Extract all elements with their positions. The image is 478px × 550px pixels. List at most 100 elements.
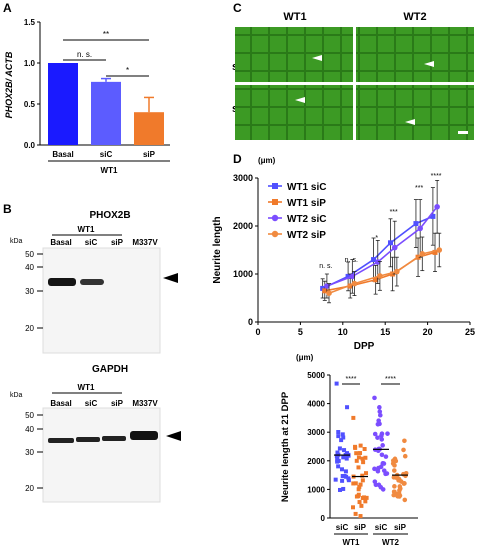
data-point [361, 460, 366, 465]
data-point [413, 221, 419, 227]
data-point [383, 454, 389, 459]
xlabel-d-top: DPP [354, 341, 375, 352]
x-tick-label: 0 [255, 327, 260, 337]
kda-marker-label: 50 [25, 411, 34, 420]
data-point [401, 447, 406, 453]
data-point [372, 395, 377, 401]
y-tick-label: 1000 [307, 485, 325, 494]
data-point [377, 409, 383, 414]
panel-label-d: D [233, 152, 242, 166]
data-point [392, 484, 397, 489]
lane-label: M337V [132, 399, 158, 408]
lane-label: M337V [132, 238, 158, 247]
data-point [401, 471, 406, 477]
legend-label: WT2 siC [287, 214, 326, 225]
data-point [344, 456, 349, 461]
blot-image-phox2b [42, 247, 161, 354]
data-point [392, 468, 397, 473]
unit-label-d-bottom: (μm) [296, 353, 314, 362]
data-point [343, 469, 348, 474]
series-line [328, 249, 440, 294]
data-point [354, 451, 359, 456]
band-phox2b-sic [80, 279, 104, 285]
arrowhead-icon [405, 119, 415, 125]
scatter-chart-d: (μm) Neurite length at 21 DPP 0 1000 2000 3… [280, 353, 418, 547]
legend-marker [272, 199, 278, 205]
arrowhead-icon [312, 55, 322, 61]
x-tick-label: 10 [338, 327, 348, 337]
y-tick-label: 0.0 [24, 141, 36, 150]
group-label-a: WT1 [101, 166, 118, 175]
data-point [349, 273, 356, 280]
ylabel-d-top: Neurite length [212, 216, 223, 283]
legend-marker [271, 230, 279, 238]
data-point [371, 257, 377, 263]
data-point [326, 290, 332, 297]
arrowhead-icon [163, 273, 178, 283]
y-tick-label: 1000 [233, 269, 253, 279]
micrograph-grid: WT1 WT2 siC siP [232, 11, 474, 140]
data-point [360, 478, 365, 483]
data-point [377, 405, 382, 410]
blot-gapdh: GAPDH kDa WT1 Basal siC siP M337V 50 40 30 20 [10, 364, 181, 503]
data-point [341, 455, 346, 460]
data-point [346, 478, 351, 483]
data-point [324, 283, 330, 289]
data-point [363, 455, 368, 460]
data-point [402, 453, 408, 459]
significance-label: *** [390, 209, 398, 216]
y-tick-label: 2000 [233, 221, 253, 231]
data-point [394, 268, 400, 275]
lane-label: Basal [50, 238, 71, 247]
data-point [397, 494, 402, 499]
data-point [430, 213, 436, 219]
significance-label: ** [103, 30, 109, 39]
data-point [341, 435, 346, 440]
x-tick-label: siC [375, 523, 388, 532]
ylabel-a: PHOX2B/ ACTB [4, 51, 14, 118]
y-tick-label: 1.0 [24, 59, 36, 68]
data-point [351, 505, 356, 510]
data-point [336, 464, 341, 469]
x-tick-label: 20 [423, 327, 433, 337]
panel-label-c: C [233, 1, 242, 15]
data-point [377, 273, 383, 279]
series-line [326, 206, 438, 287]
blot-group-label: WT1 [78, 383, 95, 392]
data-point [364, 471, 369, 476]
data-point [322, 288, 328, 294]
micrograph-wt2-sic [356, 27, 474, 82]
x-tick-label: 5 [298, 327, 303, 337]
data-point [333, 477, 338, 482]
data-point [391, 244, 398, 251]
micrograph-wt2-sip [356, 85, 474, 140]
data-point [356, 487, 361, 492]
significance-label: * [375, 235, 378, 242]
data-point [359, 503, 364, 508]
band-gapdh-m337v [130, 431, 158, 440]
arrowhead-icon [424, 61, 434, 67]
data-point [344, 474, 349, 479]
panel-label-b: B [3, 202, 12, 216]
data-point [393, 458, 399, 464]
x-tick-label: siP [143, 150, 156, 159]
group-label: WT1 [343, 538, 360, 547]
arrowhead-icon [295, 97, 305, 103]
data-point [362, 446, 367, 451]
y-tick-label: 3000 [307, 428, 325, 437]
data-point [379, 433, 384, 439]
unit-label-d-top: (μm) [258, 156, 276, 165]
kda-marker-label: 20 [25, 484, 34, 493]
x-tick-label: siC [336, 523, 349, 532]
y-tick-label: 0 [321, 514, 326, 523]
data-point [376, 465, 381, 471]
data-point [345, 273, 351, 279]
blot-group-label: WT1 [78, 225, 95, 234]
x-tick-label: 15 [380, 327, 390, 337]
data-point [356, 492, 361, 497]
data-point [353, 511, 358, 516]
data-point [392, 489, 397, 495]
data-point [376, 418, 381, 423]
data-point [358, 451, 363, 456]
data-point [372, 431, 378, 437]
